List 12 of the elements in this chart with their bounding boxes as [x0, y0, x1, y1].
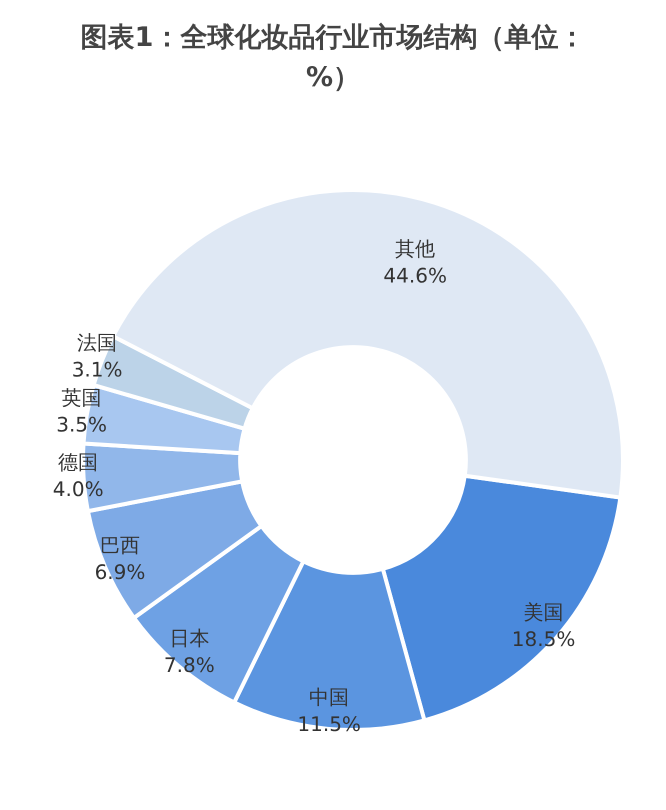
- slice-label: 英国: [62, 385, 102, 410]
- chart-title: 图表1：全球化妆品行业市场结构（单位：%）: [80, 21, 586, 95]
- slice-label: 其他: [395, 236, 436, 261]
- data-label: 4.0%: [52, 477, 104, 502]
- data-label: 44.6%: [383, 264, 447, 288]
- slice-label: 中国: [309, 684, 350, 709]
- slice-label: 日本: [169, 626, 210, 650]
- slice-label: 法国: [77, 330, 118, 354]
- data-label: 3.1%: [72, 357, 123, 382]
- slice-label: 美国: [524, 600, 564, 624]
- data-label: 3.5%: [56, 412, 108, 436]
- slice-label: 巴西: [100, 532, 140, 557]
